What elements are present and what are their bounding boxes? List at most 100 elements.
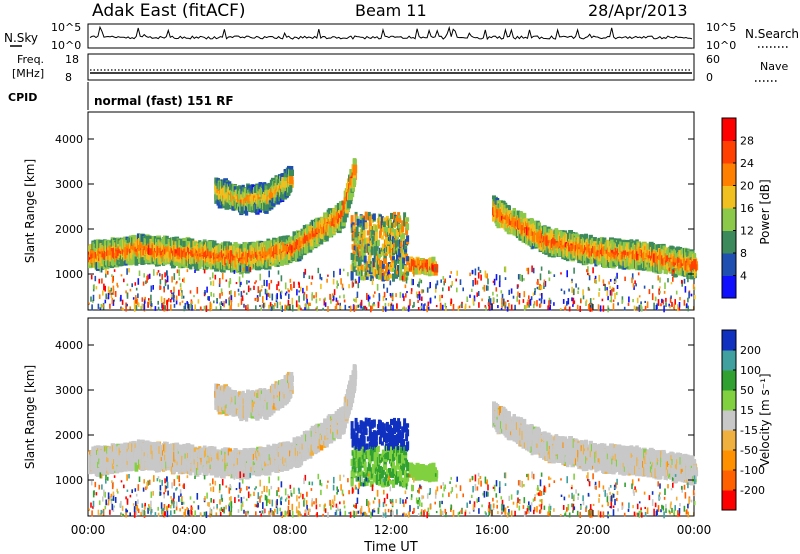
power-cell (392, 256, 395, 261)
power-cell (568, 245, 573, 253)
power-cell (497, 220, 503, 227)
power-cell (582, 240, 588, 249)
power-cell (406, 235, 410, 242)
power-cell (325, 231, 329, 242)
power-clutter (504, 277, 507, 280)
power-cell (257, 246, 262, 255)
power-cell (375, 274, 379, 279)
date-label: 28/Apr/2013 (588, 1, 688, 20)
power-cell (561, 243, 565, 253)
power-cell (303, 249, 309, 254)
power-cell (402, 257, 406, 264)
power-clutter (373, 302, 375, 306)
power-cell (336, 203, 341, 213)
power-cell (264, 194, 268, 202)
power-clutter (615, 276, 617, 283)
power-cell (610, 239, 614, 246)
power-clutter (365, 307, 368, 310)
power-cell (360, 264, 364, 271)
nave-label: Nave (760, 60, 788, 73)
power-clutter (173, 286, 175, 293)
power-cell (342, 215, 347, 223)
power-clutter (126, 268, 128, 275)
power-cell (393, 242, 396, 251)
power-cell (498, 200, 503, 210)
power-clutter (587, 273, 590, 277)
power-cell (502, 215, 506, 220)
power-cell (323, 212, 328, 223)
power-cell (369, 240, 373, 250)
power-cell (385, 262, 389, 269)
power-cell (226, 246, 231, 257)
power-cell (347, 185, 351, 195)
power-cell (358, 233, 362, 241)
power-cell (245, 265, 250, 272)
power-cell (399, 266, 403, 276)
power-cell (383, 258, 387, 264)
power-cell (117, 247, 122, 257)
power-cell (559, 247, 564, 255)
cpid-label: CPID (8, 91, 37, 104)
power-cell (637, 243, 641, 250)
power-cell (175, 260, 179, 265)
power-clutter (357, 282, 360, 289)
power-cell (377, 275, 381, 280)
nave-tick-high: 60 (706, 53, 720, 66)
power-cell (368, 220, 372, 226)
power-cell (381, 243, 385, 250)
freq-label: Freq. (17, 53, 44, 66)
nsearch-tick-low: 10^0 (706, 39, 736, 52)
power-clutter (609, 279, 612, 282)
power-cell (354, 232, 358, 239)
power-clutter (532, 292, 535, 296)
power-clutter (353, 298, 355, 302)
power-cell (584, 233, 588, 243)
freq-unit-label: [MHz] (12, 67, 44, 80)
power-cell (389, 274, 392, 279)
power-cell (380, 251, 384, 256)
power-cell (693, 259, 697, 269)
power-cell (568, 251, 573, 258)
power-cell (365, 273, 369, 280)
power-data-layer (88, 158, 699, 313)
power-cell (350, 215, 354, 224)
power-cell (399, 273, 403, 281)
power-clutter (228, 304, 231, 310)
power-cell (397, 259, 401, 264)
power-cell (385, 226, 389, 234)
power-clutter (240, 291, 243, 298)
power-cell (617, 238, 622, 246)
power-cell (375, 268, 379, 275)
power-cell (359, 215, 363, 220)
power-clutter (553, 274, 556, 277)
power-cell (579, 234, 584, 244)
power-cell (267, 240, 271, 246)
power-cell (363, 245, 367, 253)
power-cell (370, 275, 374, 281)
power-cell (356, 218, 360, 226)
freq-tick-high: 18 (65, 53, 79, 66)
power-cell (370, 263, 374, 273)
power-cell (320, 234, 326, 240)
power-cell (101, 256, 106, 265)
power-cell (637, 262, 642, 271)
power-clutter (134, 282, 137, 286)
power-cell (378, 216, 382, 225)
power-cell (362, 230, 366, 240)
power-cell (680, 262, 685, 268)
nave-tick-low: 0 (706, 71, 713, 84)
power-cell (177, 257, 182, 263)
power-cell (358, 260, 362, 267)
power-cell (406, 267, 410, 275)
power-cell (406, 256, 410, 262)
cpid-text: normal (fast) 151 RF (94, 94, 234, 108)
power-cell (223, 264, 228, 271)
power-cell (288, 252, 292, 261)
power-cell (189, 261, 193, 270)
power-cell (382, 221, 386, 227)
power-cell (122, 257, 127, 266)
power-cell (274, 260, 279, 267)
power-clutter (161, 303, 163, 309)
power-cell (385, 215, 389, 221)
